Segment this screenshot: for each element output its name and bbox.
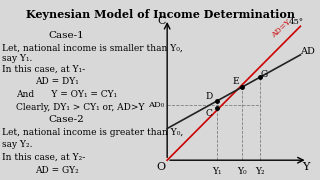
- Text: say Y₁.: say Y₁.: [2, 54, 32, 63]
- Text: E: E: [233, 77, 239, 86]
- Text: Keynesian Model of Income Determination: Keynesian Model of Income Determination: [26, 9, 294, 20]
- Text: Y₂: Y₂: [255, 167, 265, 176]
- Text: In this case, at Y₂-: In this case, at Y₂-: [2, 153, 85, 162]
- Text: G: G: [261, 70, 268, 79]
- Text: Case-2: Case-2: [48, 115, 84, 124]
- Text: D: D: [205, 92, 212, 101]
- Text: Let, national income is greater than Y₀,: Let, national income is greater than Y₀,: [2, 128, 183, 137]
- Text: AD=Y: AD=Y: [270, 18, 293, 39]
- Text: Case-1: Case-1: [48, 31, 84, 40]
- Text: AD: AD: [300, 48, 315, 57]
- Text: O: O: [157, 162, 166, 172]
- Text: Clearly, DY₁ > CY₁ or, AD>Y: Clearly, DY₁ > CY₁ or, AD>Y: [16, 103, 145, 112]
- Text: Y: Y: [302, 162, 310, 172]
- Text: C: C: [205, 109, 212, 118]
- Text: Y₁: Y₁: [212, 167, 222, 176]
- Text: Y₀: Y₀: [237, 167, 246, 176]
- Text: AD = GY₂: AD = GY₂: [35, 166, 79, 175]
- Text: Let, national income is smaller than Y₀,: Let, national income is smaller than Y₀,: [2, 43, 182, 52]
- Text: 45°: 45°: [289, 18, 304, 26]
- Text: AD = DY₁: AD = DY₁: [35, 77, 79, 86]
- Text: And      Y = OY₁ = CY₁: And Y = OY₁ = CY₁: [16, 90, 117, 99]
- Text: say Y₂.: say Y₂.: [2, 140, 32, 149]
- Text: C: C: [157, 15, 166, 26]
- Text: In this case, at Y₁-: In this case, at Y₁-: [2, 65, 85, 74]
- Text: AD₀: AD₀: [148, 102, 164, 109]
